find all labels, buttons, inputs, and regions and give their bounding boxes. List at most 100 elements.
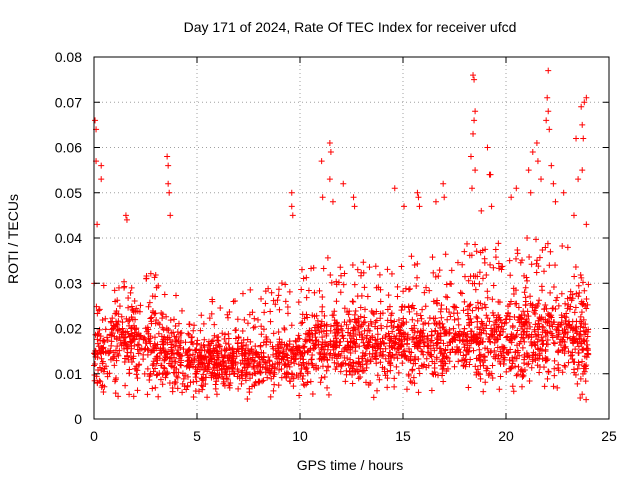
data-point	[366, 264, 373, 271]
data-point	[190, 394, 197, 401]
data-point	[496, 386, 503, 393]
data-point	[182, 349, 189, 356]
data-point	[580, 316, 587, 323]
data-point	[351, 340, 358, 347]
data-point	[342, 344, 349, 351]
data-point	[359, 334, 366, 341]
data-point	[317, 379, 324, 386]
data-point	[121, 334, 128, 341]
data-point	[519, 334, 526, 341]
data-point	[132, 316, 139, 323]
data-point	[536, 314, 543, 321]
data-point	[345, 311, 352, 318]
data-point	[419, 348, 426, 355]
data-point	[506, 301, 513, 308]
data-point	[470, 130, 477, 137]
data-point	[146, 299, 153, 306]
data-point	[539, 356, 546, 363]
data-point	[123, 216, 130, 223]
data-point	[129, 337, 136, 344]
data-point	[325, 364, 332, 371]
data-point	[407, 357, 414, 364]
data-point	[290, 343, 297, 350]
data-point	[196, 354, 203, 361]
data-point	[391, 340, 398, 347]
data-point	[492, 254, 499, 261]
data-point	[256, 354, 263, 361]
data-point	[491, 339, 498, 346]
data-point	[357, 313, 364, 320]
data-point	[361, 284, 368, 291]
data-point	[579, 121, 586, 128]
data-point	[567, 288, 574, 295]
data-point	[199, 386, 206, 393]
data-point	[506, 357, 513, 364]
data-point	[523, 318, 530, 325]
data-point	[135, 350, 142, 357]
data-point	[576, 289, 583, 296]
data-point	[323, 327, 330, 334]
data-point	[284, 343, 291, 350]
data-point	[140, 351, 147, 358]
data-point	[473, 248, 480, 255]
data-point	[435, 273, 442, 280]
data-point	[213, 342, 220, 349]
data-point	[213, 375, 220, 382]
data-point	[268, 289, 275, 296]
data-point	[577, 272, 584, 279]
data-point	[350, 332, 357, 339]
data-point	[97, 378, 104, 385]
data-point	[150, 309, 157, 316]
data-point	[308, 356, 315, 363]
data-point	[173, 292, 180, 299]
data-point	[288, 203, 295, 210]
data-point	[360, 319, 367, 326]
data-point	[193, 346, 200, 353]
data-point	[559, 327, 566, 334]
data-point	[514, 327, 521, 334]
data-point	[319, 351, 326, 358]
data-point	[341, 319, 348, 326]
data-point	[539, 323, 546, 330]
data-point	[227, 380, 234, 387]
data-point	[510, 388, 517, 395]
data-point	[327, 271, 334, 278]
data-point	[565, 348, 572, 355]
data-point	[194, 337, 201, 344]
data-point	[273, 353, 280, 360]
data-point	[130, 393, 137, 400]
data-point	[304, 379, 311, 386]
data-point	[459, 290, 466, 297]
data-point	[198, 312, 205, 319]
data-point	[147, 315, 154, 322]
data-point	[549, 323, 556, 330]
y-tick-labels: 0 0.01 0.02 0.03 0.04 0.05 0.06 0.07 0.08	[55, 49, 82, 427]
data-point	[568, 297, 575, 304]
data-point	[144, 365, 151, 372]
data-point	[195, 388, 202, 395]
data-point	[201, 343, 208, 350]
data-point	[487, 171, 494, 178]
data-point	[345, 325, 352, 332]
data-point	[485, 372, 492, 379]
data-point	[104, 373, 111, 380]
data-point	[115, 326, 122, 333]
data-point	[296, 392, 303, 399]
data-point	[551, 365, 558, 372]
data-point	[512, 363, 519, 370]
data-point	[400, 315, 407, 322]
data-point	[214, 353, 221, 360]
data-point	[412, 360, 419, 367]
data-point	[266, 369, 273, 376]
data-point	[440, 362, 447, 369]
data-point	[309, 361, 316, 368]
data-point	[463, 359, 470, 366]
data-point	[406, 308, 413, 315]
data-point	[583, 396, 590, 403]
data-point	[260, 377, 267, 384]
data-point	[449, 346, 456, 353]
data-point	[129, 306, 136, 313]
data-point	[473, 336, 480, 343]
data-point	[494, 336, 501, 343]
data-point	[490, 264, 497, 271]
